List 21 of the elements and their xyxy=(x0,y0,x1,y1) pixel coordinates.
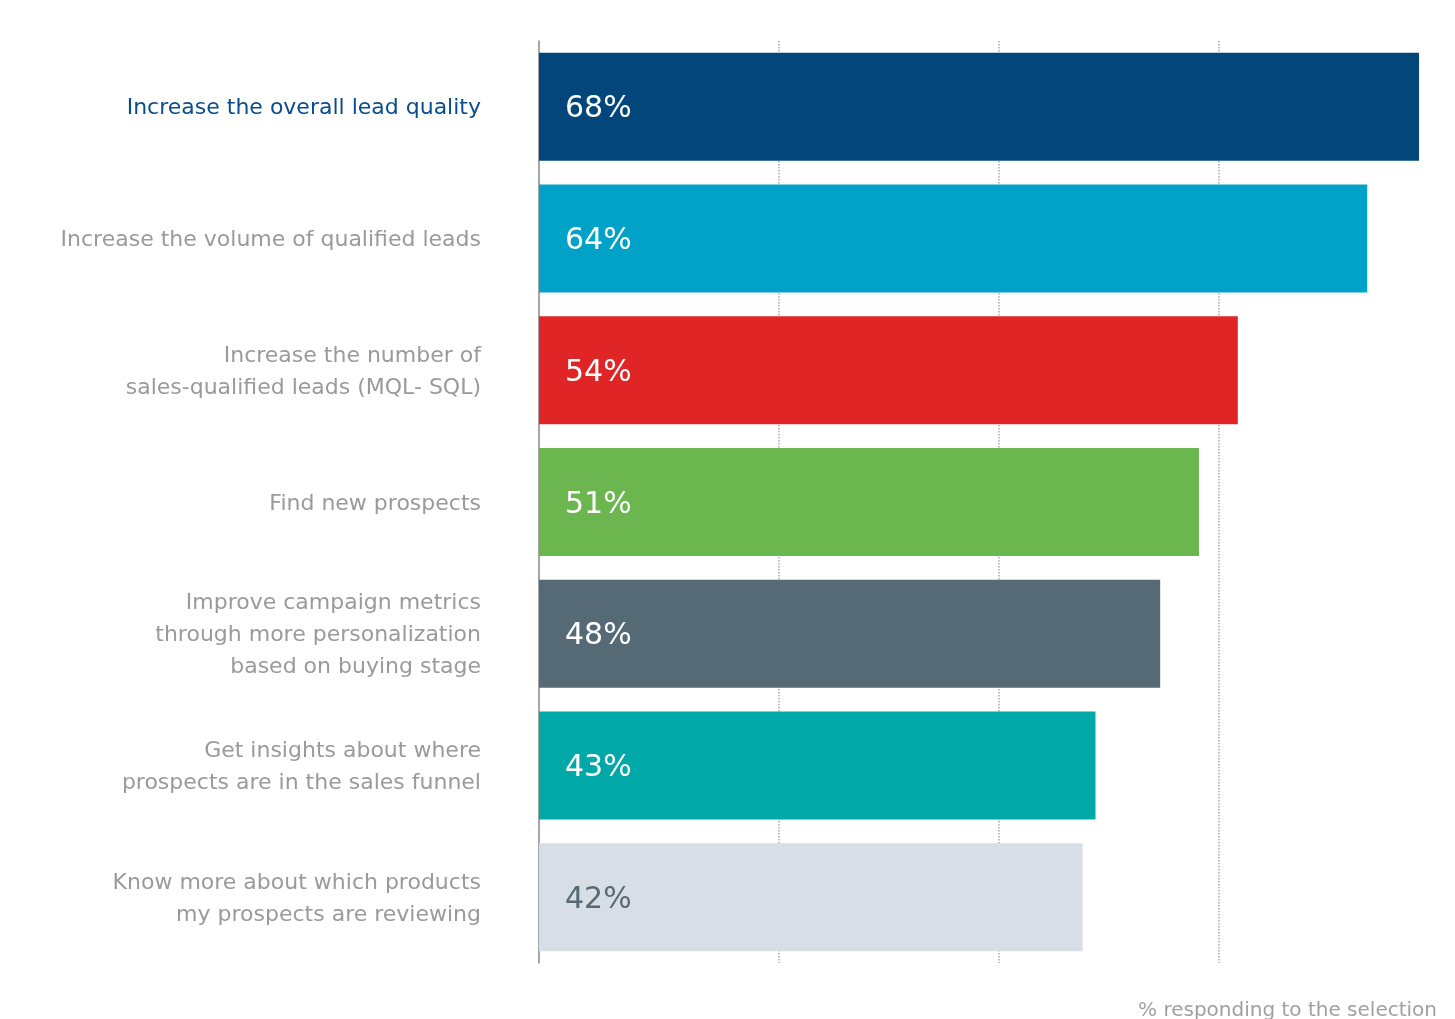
data-label: 64% xyxy=(565,221,632,257)
data-label: 42% xyxy=(565,879,632,915)
data-label: 51% xyxy=(565,484,632,520)
y-tick-label: Find new prospects xyxy=(269,489,481,515)
bar xyxy=(539,184,1368,293)
y-tick-label: Improve campaign metrics through more personalization based on buying stage xyxy=(155,589,481,679)
data-label: 54% xyxy=(565,352,632,388)
bar xyxy=(539,316,1238,425)
data-label: 48% xyxy=(565,616,632,652)
data-label: 68% xyxy=(565,89,632,125)
y-tick-label: Increase the volume of qualified leads xyxy=(60,226,481,252)
data-label: 43% xyxy=(565,747,632,783)
bar xyxy=(539,52,1419,161)
y-tick-label: Increase the overall lead quality xyxy=(126,94,481,120)
bar xyxy=(539,579,1161,688)
y-tick-label: Get insights about where prospects are in the sales funnel xyxy=(121,736,481,794)
bar xyxy=(539,843,1083,952)
bar xyxy=(539,711,1096,820)
bar xyxy=(539,448,1199,556)
y-tick-label: Know more about which products my prospects are reviewing xyxy=(112,868,481,926)
y-tick-label: Increase the number of sales-qualified leads (MQL- SQL) xyxy=(125,341,483,399)
